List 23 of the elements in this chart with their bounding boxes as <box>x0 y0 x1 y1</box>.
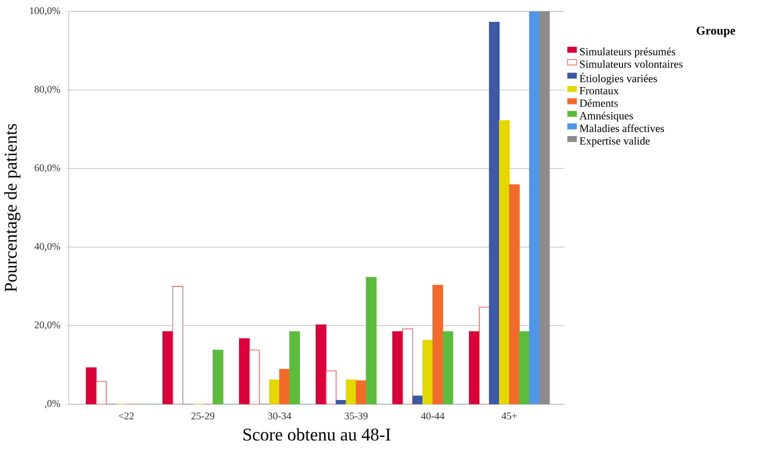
x-tick-label: 40-44 <box>421 412 444 420</box>
y-tick-label: 20,0% <box>34 322 60 330</box>
y-axis-title: Pourcentage de patients <box>4 124 20 292</box>
legend-title: Groupe <box>696 26 736 38</box>
y-tick-label: ,0% <box>44 400 60 409</box>
y-tick-label: 40,0% <box>34 243 60 252</box>
legend-label: Frontaux <box>580 87 619 95</box>
y-tick-label: 80,0% <box>34 86 60 94</box>
x-tick-label: 45+ <box>502 412 517 420</box>
x-tick-label: 25-29 <box>191 412 214 420</box>
legend-label: Expertise valide <box>580 137 650 148</box>
x-tick-label: 35-39 <box>344 412 368 420</box>
x-axis-title: Score obtenu au 48-I <box>244 428 390 441</box>
y-tick-label: 100,0% <box>30 7 60 16</box>
y-tick-label: 60,0% <box>34 164 60 173</box>
x-tick-label: 30-34 <box>268 412 292 420</box>
legend-label: Maladies affectives <box>580 124 664 132</box>
legend-label: Simulateurs présumés <box>580 48 676 58</box>
legend-label: Déments <box>580 99 618 108</box>
legend-label: Amnésiques <box>579 112 633 122</box>
legend-label: Étiologies variées <box>580 72 657 85</box>
legend-label: Simulateurs volontaires <box>580 60 682 68</box>
x-tick-label: <22 <box>118 412 134 420</box>
